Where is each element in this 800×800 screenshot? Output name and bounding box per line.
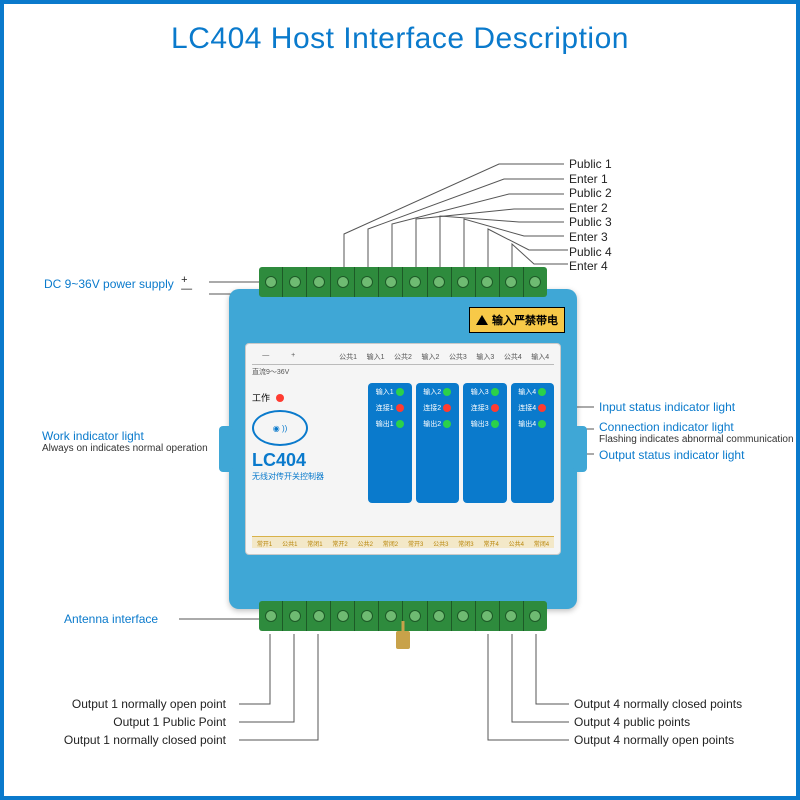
callout-enter-2: Enter 2 <box>569 201 608 215</box>
callout-input-status: Input status indicator light <box>599 400 735 414</box>
antenna-connector <box>396 631 410 649</box>
callout-antenna: Antenna interface <box>64 612 158 626</box>
top-pin-labels: —+公共1输入1公共2输入2公共3输入3公共4输入4 <box>252 350 554 365</box>
warning-icon <box>476 315 488 325</box>
callout-public-3: Public 3 <box>569 215 612 229</box>
warning-text: 输入严禁带电 <box>492 312 558 328</box>
face-left-panel: 工作 ◉ )) LC404 无线对传开关控制器 <box>252 383 362 503</box>
device-body: 输入严禁带电 —+公共1输入1公共2输入2公共3输入3公共4输入4 直流9～36… <box>229 289 577 609</box>
work-led <box>276 394 284 402</box>
callout-work: Work indicator light Always on indicates… <box>42 429 208 454</box>
callout-public-1: Public 1 <box>569 157 612 171</box>
callout-public-2: Public 2 <box>569 186 612 200</box>
callout-out4-1: Output 4 public points <box>574 715 690 729</box>
terminal-block-top <box>259 267 547 297</box>
callout-out1-1: Output 1 Public Point <box>113 715 226 729</box>
model-subtitle: 无线对传开关控制器 <box>252 471 362 482</box>
callout-public-4: Public 4 <box>569 245 612 259</box>
model-name: LC404 <box>252 450 362 471</box>
callout-conn-status: Connection indicator light Flashing indi… <box>599 420 794 445</box>
callout-out4-0: Output 4 normally closed points <box>574 697 742 711</box>
bottom-pin-labels: 常开1公共1常闭1常开2公共2常闭2常开3公共3常闭3常开4公共4常闭4 <box>252 536 554 548</box>
rail-notch <box>573 426 587 472</box>
work-label: 工作 <box>252 391 270 404</box>
rail-notch <box>219 426 233 472</box>
led-grid: 输入1连接1输出1输入2连接2输出2输入3连接3输出3输入4连接4输出4 <box>368 383 554 503</box>
callout-enter-4: Enter 4 <box>569 259 608 273</box>
voltage-label: 直流9～36V <box>252 367 554 377</box>
logo-icon: ◉ )) <box>252 410 308 446</box>
callout-out4-2: Output 4 normally open points <box>574 733 734 747</box>
callout-output-status: Output status indicator light <box>599 448 744 462</box>
callout-out1-0: Output 1 normally open point <box>72 697 226 711</box>
device-face: —+公共1输入1公共2输入2公共3输入3公共4输入4 直流9～36V 工作 ◉ … <box>245 343 561 555</box>
diagram-stage: 输入严禁带电 —+公共1输入1公共2输入2公共3输入3公共4输入4 直流9～36… <box>4 4 796 796</box>
callout-out1-2: Output 1 normally closed point <box>64 733 226 747</box>
page: LC404 Host Interface Description <box>0 0 800 800</box>
callout-enter-3: Enter 3 <box>569 230 608 244</box>
warning-label: 输入严禁带电 <box>469 307 565 333</box>
callout-enter-1: Enter 1 <box>569 172 608 186</box>
callout-power: DC 9~36V power supply +— <box>44 276 192 294</box>
